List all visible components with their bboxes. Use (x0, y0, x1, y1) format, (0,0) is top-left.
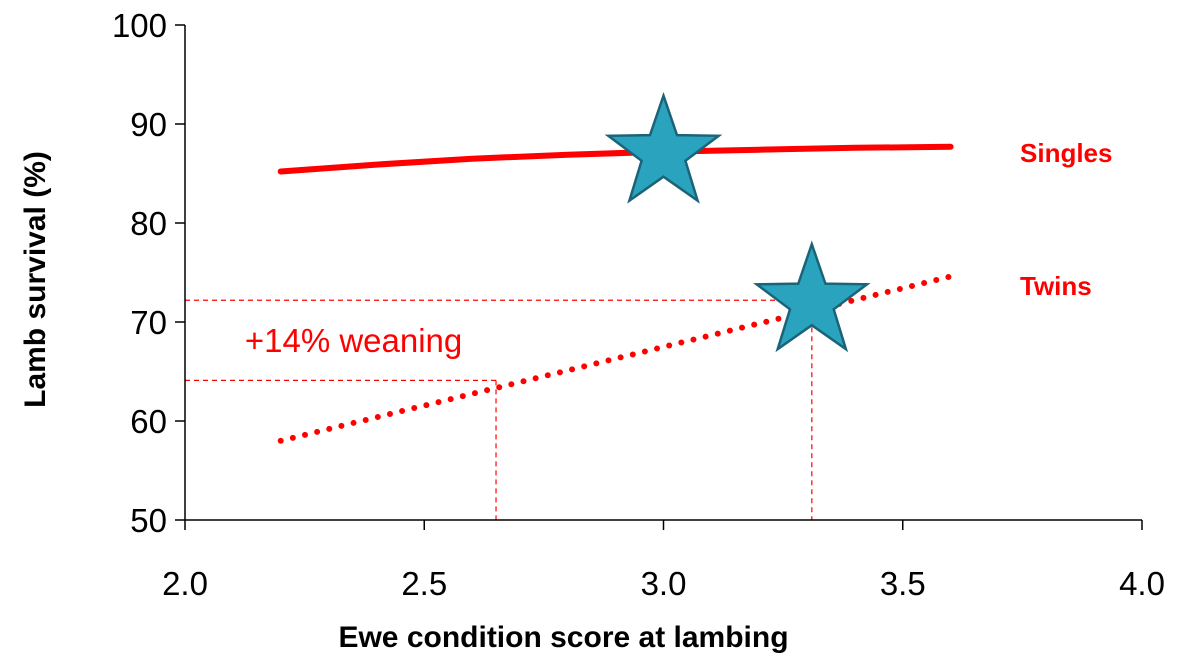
star-markers (604, 91, 871, 353)
tick-marks: 50 60 70 80 90 100 2.0 2.5 3.0 3.5 4.0 (112, 7, 1165, 602)
annotation-weaning: +14% weaning (245, 322, 462, 359)
y-tick-label: 80 (130, 205, 167, 242)
y-axis-title: Lamb survival (%) (19, 151, 52, 408)
x-axis-title: Ewe condition score at lambing (338, 621, 788, 654)
y-tick-label: 100 (112, 7, 167, 44)
star-marker (604, 91, 723, 204)
series-label-twins: Twins (1020, 271, 1092, 301)
x-tick-label: 3.0 (641, 565, 687, 602)
x-tick-label: 3.5 (880, 565, 926, 602)
x-tick-label: 4.0 (1119, 565, 1165, 602)
y-tick-label: 90 (130, 106, 167, 143)
star-marker (753, 240, 871, 353)
series-label-singles: Singles (1020, 138, 1112, 168)
y-tick-label: 60 (130, 403, 167, 440)
labels: Ewe condition score at lambing Lamb surv… (19, 138, 1112, 654)
series-line-singles (277, 143, 954, 175)
y-tick-label: 50 (130, 502, 167, 539)
y-tick-label: 70 (130, 304, 167, 341)
reference-lines (185, 299, 813, 520)
x-tick-label: 2.0 (162, 565, 208, 602)
x-tick-label: 2.5 (401, 565, 447, 602)
